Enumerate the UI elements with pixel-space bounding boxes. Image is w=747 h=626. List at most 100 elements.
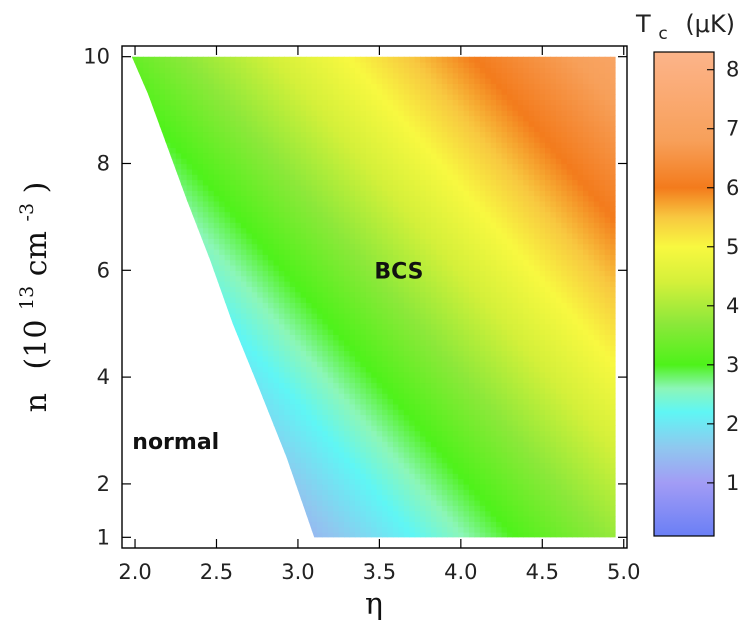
heatmap-cell — [360, 126, 367, 133]
heatmap-cell — [333, 286, 340, 293]
heatmap-cell — [262, 152, 269, 159]
heatmap-cell — [181, 184, 188, 191]
heatmap-cell — [181, 275, 188, 282]
heatmap-cell — [354, 243, 361, 250]
heatmap-cell — [311, 120, 318, 127]
heatmap-cell — [230, 200, 237, 207]
heatmap-cell — [131, 179, 133, 186]
heatmap-cell — [387, 307, 394, 314]
heatmap-cell — [159, 72, 166, 79]
heatmap-cell — [354, 446, 361, 453]
heatmap-cell — [224, 275, 231, 282]
heatmap-cell — [278, 158, 285, 165]
heatmap-cell — [333, 430, 340, 437]
heatmap-cell — [284, 120, 291, 127]
heatmap-cell — [392, 136, 399, 143]
heatmap-cell — [338, 510, 345, 517]
heatmap-cell — [197, 248, 204, 255]
heatmap-cell — [354, 441, 361, 448]
heatmap-cell — [322, 462, 329, 469]
heatmap-cell — [300, 120, 307, 127]
heatmap-cell — [376, 195, 383, 202]
heatmap-cell — [327, 313, 334, 319]
heatmap-cell — [316, 366, 323, 373]
heatmap-cell — [322, 259, 329, 266]
heatmap-cell — [344, 259, 351, 266]
heatmap-cell — [262, 248, 269, 255]
heatmap-cell — [219, 110, 226, 117]
heatmap-cell — [137, 179, 144, 186]
heatmap-cell — [186, 366, 193, 373]
heatmap-cell — [344, 403, 351, 410]
heatmap-cell — [175, 515, 182, 522]
heatmap-cell — [278, 238, 285, 245]
heatmap-cell — [333, 195, 340, 202]
heatmap-cell — [284, 78, 291, 84]
heatmap-cell — [137, 409, 144, 416]
heatmap-cell — [197, 366, 204, 373]
heatmap-cell — [387, 99, 394, 106]
heatmap-cell — [316, 120, 323, 127]
heatmap-cell — [284, 531, 291, 538]
heatmap-cell — [376, 254, 383, 261]
heatmap-cell — [316, 216, 323, 223]
heatmap-cell — [208, 99, 215, 106]
heatmap-cell — [273, 275, 280, 282]
heatmap-cell — [257, 425, 264, 432]
heatmap-cell — [268, 115, 275, 122]
heatmap-cell — [371, 232, 378, 239]
heatmap-cell — [137, 99, 144, 106]
heatmap-cell — [344, 72, 351, 79]
heatmap-cell — [273, 526, 280, 533]
heatmap-cell — [420, 430, 427, 437]
heatmap-cell — [403, 531, 410, 538]
heatmap-cell — [289, 457, 296, 464]
heatmap-cell — [273, 232, 280, 239]
heatmap-cell — [322, 526, 329, 533]
heatmap-cell — [311, 136, 318, 143]
heatmap-cell — [284, 264, 291, 271]
heatmap-cell — [392, 291, 399, 298]
heatmap-cell — [284, 345, 291, 351]
heatmap-cell — [164, 483, 171, 490]
heatmap-cell — [398, 393, 405, 400]
heatmap-cell — [175, 280, 182, 287]
heatmap-cell — [273, 403, 280, 410]
heatmap-cell — [273, 158, 280, 165]
heatmap-cell — [403, 179, 410, 186]
heatmap-cell — [376, 291, 383, 298]
heatmap-cell — [392, 473, 399, 480]
heatmap-cell — [159, 88, 166, 95]
heatmap-cell — [300, 88, 307, 95]
heatmap-cell — [344, 478, 351, 485]
heatmap-cell — [387, 104, 394, 111]
heatmap-cell — [354, 499, 361, 506]
heatmap-cell — [354, 211, 361, 218]
heatmap-cell — [164, 115, 171, 122]
heatmap-cell — [230, 462, 237, 469]
heatmap-cell — [382, 350, 389, 357]
heatmap-cell — [425, 286, 432, 293]
heatmap-cell — [403, 67, 410, 74]
heatmap-cell — [186, 505, 193, 512]
heatmap-cell — [148, 275, 155, 282]
heatmap-cell — [230, 232, 237, 239]
heatmap-cell — [235, 184, 242, 191]
heatmap-cell — [230, 104, 237, 111]
heatmap-cell — [387, 163, 394, 170]
heatmap-cell — [284, 179, 291, 186]
heatmap-cell — [208, 264, 215, 271]
heatmap-cell — [257, 307, 264, 314]
heatmap-cell — [197, 126, 204, 133]
heatmap-cell — [202, 254, 209, 261]
heatmap-cell — [170, 329, 177, 335]
heatmap-cell — [132, 414, 139, 421]
heatmap-cell — [148, 232, 155, 239]
heatmap-cell — [354, 318, 361, 325]
heatmap-cell — [132, 329, 139, 335]
heatmap-cell — [170, 478, 177, 485]
heatmap-cell — [273, 489, 280, 496]
heatmap-cell — [360, 174, 367, 181]
heatmap-cell — [148, 515, 155, 522]
heatmap-cell — [403, 387, 410, 394]
